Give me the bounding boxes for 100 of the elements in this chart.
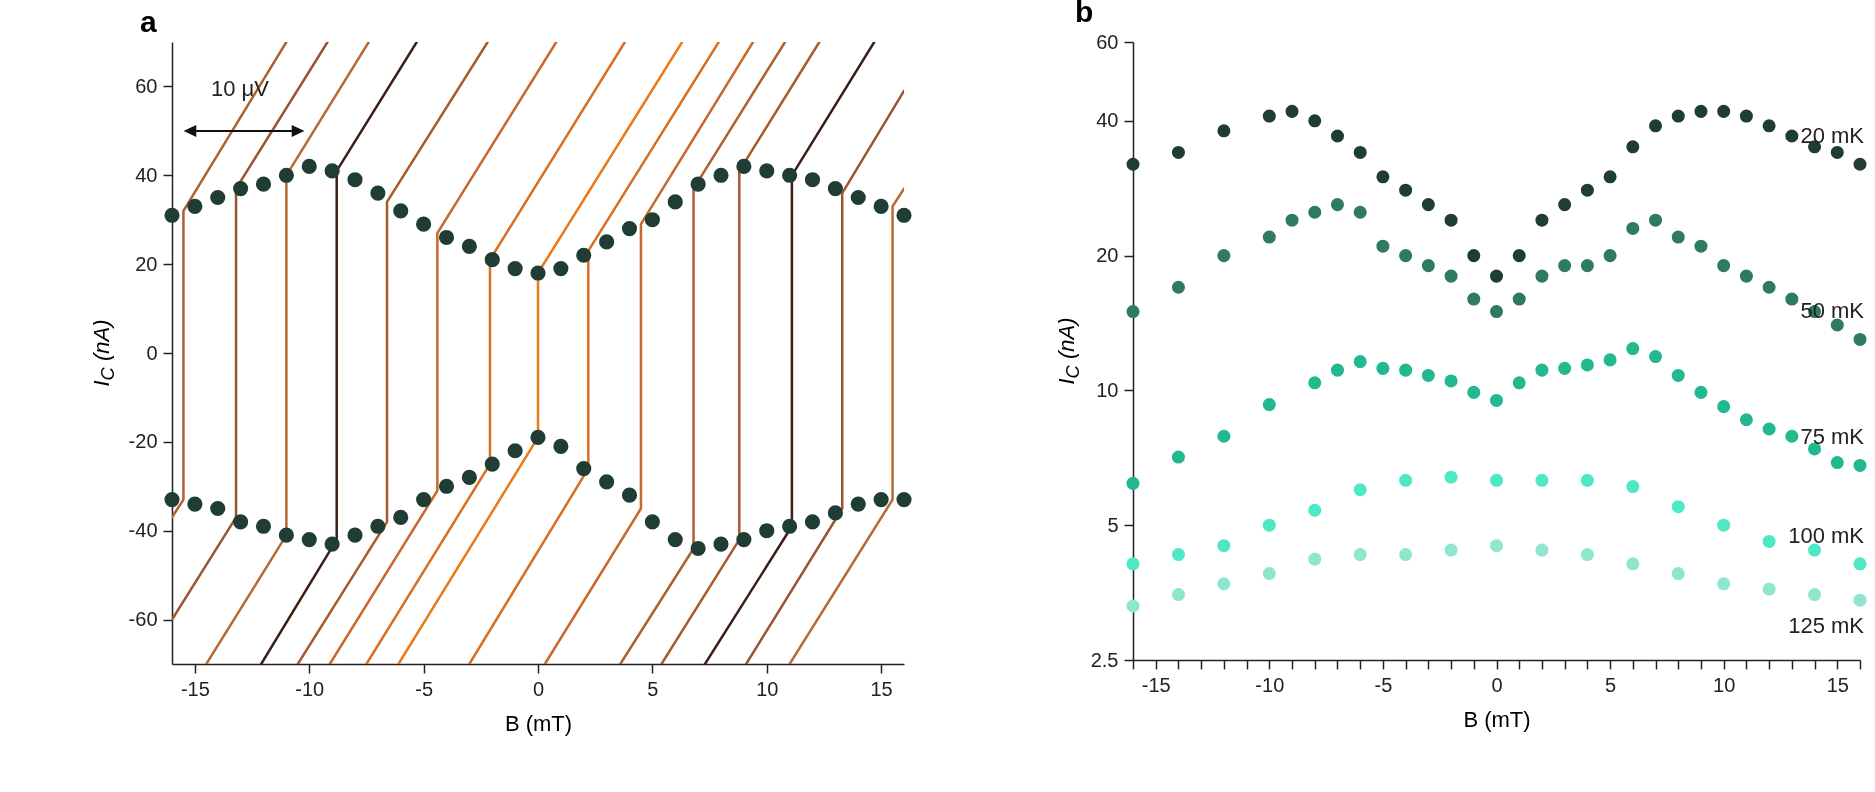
point [1444, 470, 1458, 484]
point [530, 429, 546, 445]
point [393, 203, 409, 219]
point [1308, 552, 1322, 566]
point [1399, 183, 1413, 197]
y-tick-label: 60 [1096, 30, 1119, 53]
point [1739, 413, 1753, 427]
point [1308, 376, 1322, 390]
point [1694, 104, 1708, 118]
point [1649, 350, 1663, 364]
point [1353, 145, 1367, 159]
point [233, 514, 249, 530]
point [1353, 205, 1367, 219]
point [1535, 473, 1549, 487]
x-tick-label: 5 [647, 677, 659, 700]
point [1330, 129, 1344, 143]
point [1353, 483, 1367, 497]
point [416, 216, 432, 232]
point [1626, 480, 1640, 494]
point [644, 212, 660, 228]
point [461, 469, 477, 485]
point [1171, 145, 1185, 159]
point [1739, 269, 1753, 283]
point [1535, 213, 1549, 227]
y-tick-label: 5 [1107, 513, 1119, 536]
point [1853, 332, 1867, 346]
point [1308, 114, 1322, 128]
x-tick-label: 15 [1826, 673, 1849, 696]
point [1171, 450, 1185, 464]
line-series [744, 89, 904, 664]
point [164, 207, 180, 223]
line-series [703, 42, 876, 664]
point [1171, 280, 1185, 294]
point [1785, 129, 1799, 143]
point [827, 181, 843, 197]
point [1467, 292, 1481, 306]
y-tick-label: 20 [135, 252, 158, 275]
chart-title: a [140, 5, 157, 38]
x-tick-label: -5 [415, 677, 434, 700]
point [1558, 361, 1572, 375]
x-axis-title: B (mT) [504, 710, 573, 736]
point [1126, 305, 1140, 319]
point [1399, 249, 1413, 263]
point [233, 181, 249, 197]
point [1376, 239, 1390, 253]
point [484, 252, 500, 268]
point [896, 207, 912, 223]
point [644, 514, 660, 530]
point [393, 509, 409, 525]
x-tick-label: -15 [180, 677, 210, 700]
point [1535, 543, 1549, 557]
point [1762, 534, 1776, 548]
point [1399, 548, 1413, 562]
point [1126, 557, 1140, 571]
point [1603, 249, 1617, 263]
point [347, 172, 363, 188]
point [782, 167, 798, 183]
point [187, 496, 203, 512]
point [1308, 503, 1322, 517]
point [1217, 124, 1231, 138]
x-tick-label: -15 [1141, 673, 1171, 696]
y-tick-label: -40 [128, 519, 158, 542]
point [1126, 157, 1140, 171]
point [1489, 393, 1504, 407]
point [1626, 342, 1640, 356]
point [667, 532, 683, 548]
point [461, 238, 477, 254]
y-tick-label: 60 [135, 74, 158, 97]
point [1762, 119, 1776, 133]
x-tick-label: 0 [1491, 673, 1503, 696]
point [759, 163, 775, 179]
point [1762, 422, 1776, 436]
y-tick-label: 40 [135, 163, 158, 186]
series-label: 100 mK [1788, 522, 1865, 548]
point [438, 229, 455, 246]
point [1217, 429, 1231, 443]
point [484, 456, 500, 472]
line-series [172, 42, 329, 621]
point [1694, 385, 1708, 399]
point [1830, 145, 1844, 159]
point [1489, 539, 1504, 553]
point [690, 176, 706, 192]
point [1217, 577, 1231, 591]
point [804, 514, 821, 530]
point [255, 176, 272, 192]
point [1262, 518, 1276, 532]
point [1558, 198, 1572, 212]
point [164, 492, 180, 508]
point [1444, 269, 1458, 283]
line-series [397, 42, 684, 664]
point [278, 527, 294, 543]
line-series [328, 42, 558, 664]
point [1853, 157, 1867, 171]
line-series [468, 42, 720, 664]
point [1126, 476, 1140, 490]
y-tick-label: -20 [128, 430, 158, 453]
point [736, 158, 752, 174]
point [1853, 557, 1867, 571]
y-tick-label: 10 [1096, 378, 1119, 401]
point [736, 532, 752, 548]
